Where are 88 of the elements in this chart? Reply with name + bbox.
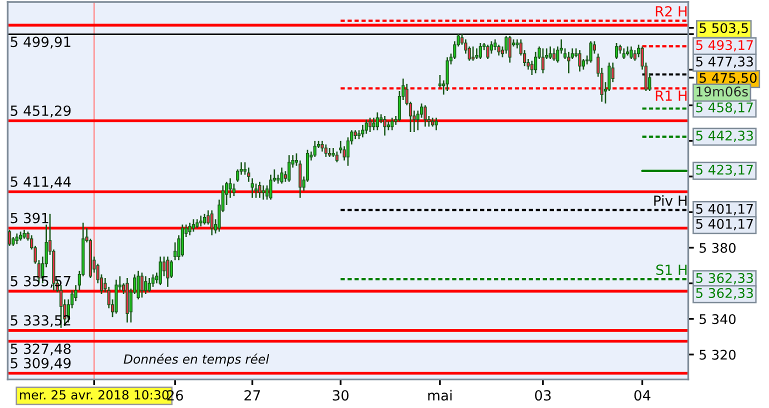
data-label: 5 401,17	[696, 218, 753, 230]
candlestick	[206, 210, 210, 226]
data-label: 5 493,17	[696, 40, 753, 52]
candlestick	[364, 118, 368, 134]
candlestick	[438, 74, 442, 88]
series-label: Piv H	[654, 195, 687, 206]
candlestick	[630, 46, 633, 60]
data-label: 5 362,33	[696, 273, 753, 284]
series-label: R2 H	[656, 6, 687, 16]
candlestick	[254, 182, 258, 199]
candlestick	[8, 229, 12, 247]
candlestick	[140, 272, 144, 298]
series-label: R1 H	[656, 90, 687, 101]
data-label: 5 362,33	[696, 288, 753, 300]
series-label: S1 H	[656, 264, 687, 276]
x-tick-label: 03	[535, 390, 551, 401]
candlestick	[148, 277, 151, 293]
x-tick-label: mer. 25 avr. 2018 10:30	[20, 390, 169, 400]
y-tick-label: 5 503,5	[700, 23, 748, 34]
candlestick	[622, 48, 626, 60]
data-label: 5 477,33	[696, 56, 753, 68]
candlestick	[250, 178, 254, 199]
candlestick	[15, 232, 18, 245]
candlestick	[335, 150, 338, 163]
candlestick	[390, 117, 394, 131]
text: 19m06s	[696, 86, 748, 97]
candlestick	[589, 40, 592, 64]
candlestick	[434, 117, 438, 131]
y-tick-label: 5 380	[700, 242, 736, 253]
ref-line-label: 5 499,91	[10, 36, 70, 49]
candlestick	[247, 166, 250, 183]
candlestick	[192, 218, 196, 232]
ref-line-label: 5 451,29	[10, 105, 71, 118]
candlestick	[368, 117, 372, 133]
candlestick	[548, 46, 552, 60]
data-label: 5 401,17	[696, 204, 753, 216]
data-label: 5 423,17	[696, 164, 753, 176]
ref-line-label: 5 309,49	[10, 358, 71, 370]
ref-line-label: 5 327,48	[10, 344, 71, 356]
candlestick	[552, 48, 556, 62]
candlestick	[136, 270, 140, 300]
candlestick	[504, 35, 508, 54]
candlestick	[280, 166, 284, 184]
candlestick	[383, 115, 386, 136]
x-tick-label: 27	[244, 390, 260, 400]
y-tick-label: 5 320	[700, 350, 736, 360]
candlestick	[567, 51, 570, 74]
candlestick	[166, 256, 170, 288]
candlestick	[144, 275, 148, 295]
candlestick	[158, 256, 162, 286]
y-tick-label: 5 340	[700, 314, 736, 324]
candlestick	[424, 104, 427, 128]
candlestick	[188, 222, 192, 236]
candlestick	[530, 60, 534, 76]
candlestick	[508, 35, 512, 64]
candlestick	[446, 56, 449, 92]
candlestick	[478, 42, 482, 60]
candlestick	[372, 117, 376, 131]
ref-line-label: 5 411,44	[10, 176, 71, 188]
data-label: 5 442,33	[696, 130, 753, 142]
candlestick	[151, 274, 155, 288]
candlestick	[210, 210, 214, 236]
candlestick	[376, 112, 379, 131]
candlestick	[471, 46, 475, 62]
candlestick	[202, 213, 206, 226]
candlestick	[288, 154, 291, 183]
candlestick	[486, 44, 490, 60]
y-tick-label: 5 475,50	[700, 72, 757, 84]
x-tick-label: 04	[634, 390, 650, 401]
candlestick	[228, 178, 232, 199]
candlestick	[258, 181, 262, 199]
x-tick-label: 30	[332, 390, 349, 401]
candlestick	[313, 140, 316, 158]
x-tick-label: mai	[428, 390, 452, 401]
candlestick	[170, 259, 173, 279]
candlestick	[475, 48, 478, 60]
candlestick	[541, 48, 545, 74]
ref-line-label: 5 391	[10, 212, 48, 224]
candlestick	[174, 242, 177, 261]
data-label: 5 458,17	[696, 102, 753, 114]
candlestick	[324, 144, 328, 158]
annotation: Données en temps réel	[124, 354, 270, 366]
candlestick	[199, 214, 202, 228]
candlestick	[633, 49, 636, 62]
candlestick	[614, 42, 618, 60]
candlestick	[232, 182, 236, 197]
candlestick	[578, 49, 582, 72]
candlestick	[262, 184, 265, 200]
